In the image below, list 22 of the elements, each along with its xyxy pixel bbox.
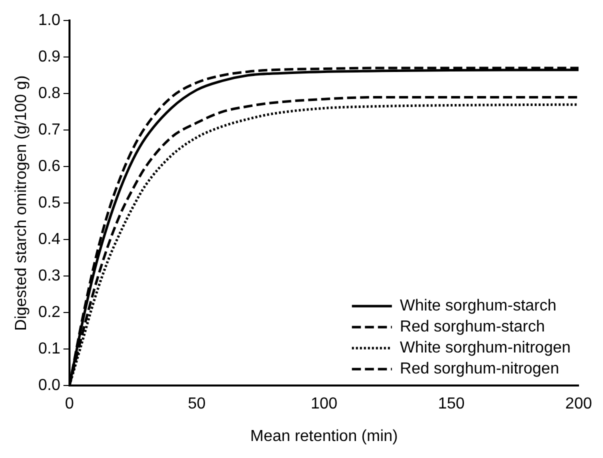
y-tick-label: 0.8 bbox=[38, 85, 61, 102]
x-tick-label: 0 bbox=[64, 396, 74, 413]
y-tick-label: 0.2 bbox=[38, 304, 61, 322]
x-tick-label: 50 bbox=[188, 396, 206, 413]
legend-label: Red sorghum-starch bbox=[400, 318, 545, 336]
y-tick-label: 0.0 bbox=[38, 377, 61, 394]
y-axis-title: Digested starch omitrogen (g/100 g) bbox=[13, 75, 30, 331]
x-tick-label: 100 bbox=[310, 396, 338, 413]
legend-label: Red sorghum-nitrogen bbox=[400, 360, 560, 378]
y-tick-label: 0.9 bbox=[38, 48, 61, 66]
y-tick-label: 0.4 bbox=[38, 231, 61, 248]
legend-label: White sorghum-nitrogen bbox=[400, 340, 571, 357]
y-tick-label: 0.6 bbox=[38, 158, 61, 176]
legend-label: White sorghum-starch bbox=[400, 298, 556, 315]
y-tick-label: 0.7 bbox=[38, 122, 61, 139]
x-tick-label: 200 bbox=[565, 396, 592, 413]
y-tick-label: 0.1 bbox=[38, 340, 61, 358]
y-tick-label: 1.0 bbox=[38, 12, 61, 30]
x-axis-title: Mean retention (min) bbox=[250, 428, 398, 445]
y-tick-label: 0.3 bbox=[38, 268, 61, 285]
y-tick-label: 0.5 bbox=[38, 194, 61, 212]
x-tick-label: 150 bbox=[438, 396, 465, 413]
